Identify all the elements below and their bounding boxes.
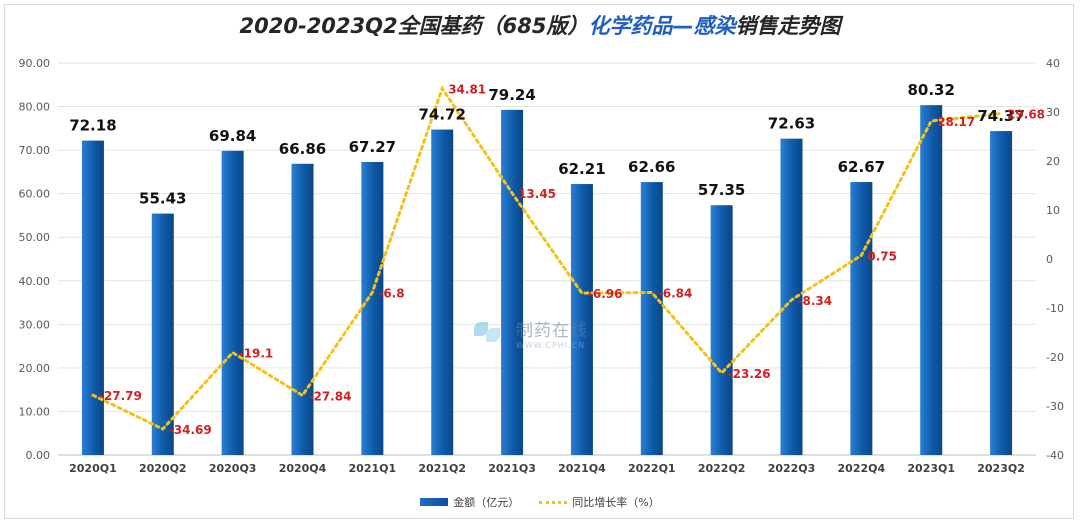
x-tick-label: 2022Q3 [768,462,816,475]
chart-legend: 金额（亿元） 同比增长率（%） [0,494,1080,510]
y-left-tick-label: 40.00 [19,275,51,288]
bar [780,138,803,455]
bar [920,105,943,456]
growth-value-label: 0.75 [867,249,897,263]
y-right-tick-label: 0 [1046,253,1053,266]
y-right-tick-label: -30 [1046,400,1064,413]
x-tick-label: 2022Q4 [838,462,886,475]
x-tick-label: 2020Q4 [279,462,327,475]
x-tick-label: 2020Q2 [139,462,187,475]
x-tick-label: 2020Q3 [209,462,257,475]
bar [501,109,524,455]
y-right-tick-label: -10 [1046,302,1064,315]
bar-value-label: 79.24 [488,86,535,104]
watermark-logo-icon [472,318,510,348]
y-right-tick-label: 10 [1046,204,1060,217]
growth-value-label: 29.68 [1007,108,1045,122]
bar [990,131,1013,455]
x-tick-label: 2021Q3 [488,462,536,475]
x-tick-label: 2021Q1 [349,462,397,475]
x-tick-label: 2021Q2 [418,462,466,475]
y-left-tick-label: 30.00 [19,318,51,331]
legend-item-growth: 同比增长率（%） [539,494,660,510]
x-tick-label: 2023Q2 [977,462,1025,475]
legend-label-amount: 金额（亿元） [453,496,520,509]
bar-value-label: 74.72 [418,106,465,124]
bar [81,140,104,455]
growth-value-label: -27.79 [99,389,142,403]
bar-value-label: 62.67 [838,158,885,176]
y-right-tick-label: -20 [1046,351,1064,364]
growth-value-label: 13.45 [518,187,556,201]
bar-value-label: 62.66 [628,158,675,176]
growth-value-label: 28.17 [937,115,975,129]
watermark-subtext: WWW.CPHI.CN [516,341,586,350]
y-left-tick-label: 20.00 [19,362,51,375]
y-left-tick-label: 80.00 [19,101,51,114]
bar-value-label: 69.84 [209,127,256,145]
y-left-tick-label: 60.00 [19,188,51,201]
x-tick-label: 2022Q1 [628,462,676,475]
bar-value-label: 66.86 [279,140,326,158]
title-part-2: 化学药品—感染 [588,14,736,38]
growth-line [91,85,1003,431]
bar [570,184,593,455]
bar [431,129,454,455]
x-tick-label: 2021Q4 [558,462,606,475]
bar [850,182,873,455]
bar [151,213,174,455]
bar-value-label: 67.27 [349,138,396,156]
bar-value-label: 72.18 [69,117,116,135]
growth-value-label: -34.69 [169,423,212,437]
bar-value-label: 74.37 [977,107,1024,125]
title-part-1: 2020-2023Q2全国基药（685版） [239,14,589,38]
legend-label-growth: 同比增长率（%） [572,496,660,509]
bar-value-label: 80.32 [907,81,954,99]
legend-item-amount: 金额（亿元） [420,494,519,510]
growth-value-label: -6.8 [378,286,404,300]
growth-value-label: -8.34 [798,294,833,308]
bar [221,150,244,456]
x-tick-label: 2020Q1 [69,462,117,475]
chart-frame [4,4,1074,519]
bar-value-label: 55.43 [139,190,186,208]
legend-bar-swatch [420,498,449,506]
y-right-tick-label: -40 [1046,449,1064,462]
watermark-text: 制药在线 [516,321,588,341]
bar [640,182,663,456]
y-left-tick-label: 90.00 [19,57,51,70]
y-right-tick-label: 20 [1046,155,1060,168]
bar [710,205,733,455]
bar [361,162,384,456]
y-left-tick-label: 70.00 [19,144,51,157]
y-right-tick-label: 40 [1046,57,1060,70]
y-right-tick-label: 30 [1046,106,1060,119]
growth-value-label: -19.1 [239,347,274,361]
title-part-3: 销售走势图 [735,14,841,38]
bar-value-label: 57.35 [698,181,745,199]
growth-value-label: -6.84 [658,287,693,301]
bar-value-label: 62.21 [558,160,605,178]
watermark: 制药在线 WWW.CPHI.CN [472,316,588,350]
y-left-tick-label: 0.00 [26,449,51,462]
y-left-tick-label: 10.00 [19,405,51,418]
bar-value-label: 72.63 [768,115,815,133]
y-left-tick-label: 50.00 [19,231,51,244]
x-tick-label: 2023Q1 [907,462,955,475]
growth-value-label: -27.84 [309,389,352,403]
legend-line-swatch [539,500,568,504]
growth-value-label: 34.81 [448,82,486,96]
growth-value-label: -23.26 [728,367,771,381]
growth-value-label: -6.96 [588,287,623,301]
bar [291,163,314,456]
chart-title: 2020-2023Q2全国基药（685版）化学药品—感染销售走势图 [0,10,1080,40]
x-tick-label: 2022Q2 [698,462,746,475]
